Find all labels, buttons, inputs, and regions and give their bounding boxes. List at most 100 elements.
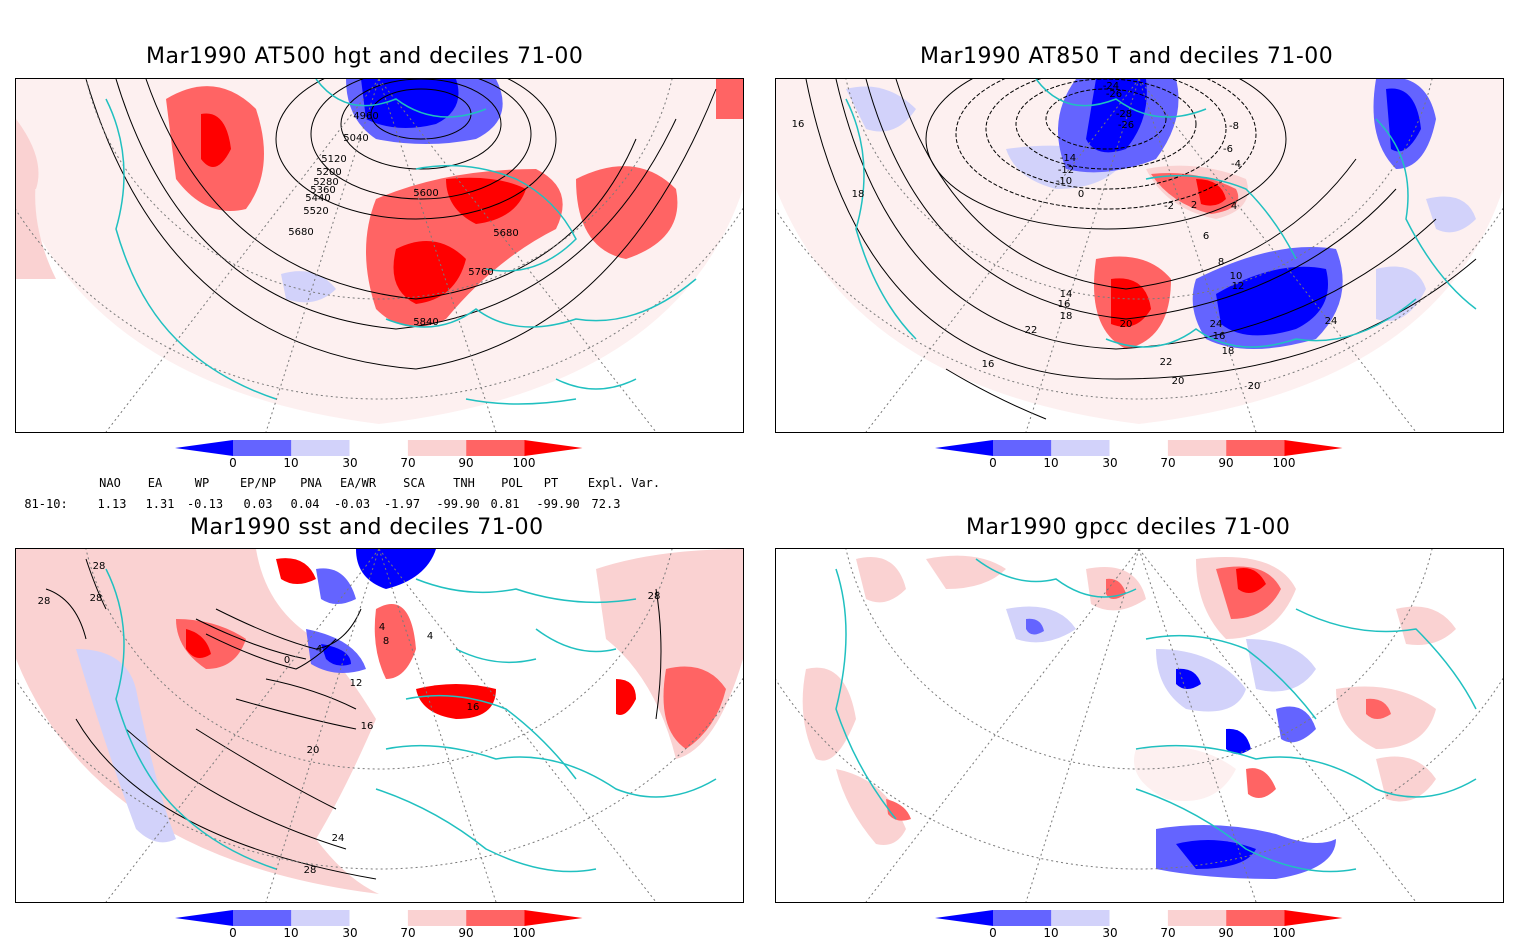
colorbar-swatch [233,910,292,926]
index-value: -99.90 [436,497,480,511]
colorbar-swatch [175,910,233,926]
colorbar-tick: 0 [229,926,237,940]
colorbar-swatch [524,440,583,456]
contour-label: 14 [1060,289,1073,300]
colorbar-tick: 90 [1218,926,1234,940]
teleconnection-indices: NAO EA WP EP/NP PNA EA/WR SCA TNH POL PT… [0,476,760,516]
index-value: 0.81 [490,497,520,511]
colorbar-tick: 0 [229,456,237,470]
contour-label: 5520 [303,206,328,217]
colorbar-hgt: 0 10 30 70 90 100 [175,440,595,480]
index-value: -0.13 [186,497,224,511]
contour-label: 20 [1172,376,1185,387]
colorbar-swatches [175,910,583,926]
contour-label: 20 [307,745,320,756]
colorbar-swatch [1226,910,1285,926]
contour-label: 24 [1325,316,1338,327]
contour-label: 8 [1218,257,1224,268]
contour-label: 16 [1213,331,1226,342]
contour-label: 20 [1248,381,1261,392]
colorbar-tick: 70 [400,926,416,940]
contour-label: 28 [648,591,661,602]
colorbar-tick: 30 [342,926,358,940]
contour-label: -2 [1164,201,1174,212]
map-gpcc [775,548,1504,903]
contour-label: 22 [1160,357,1173,368]
colorbar-sst: 0 10 30 70 90 100 [175,910,595,950]
contour-label: 24 [1210,319,1223,330]
contour-label: 28 [90,593,103,604]
colorbar-swatch [993,440,1052,456]
contour-label: 28 [93,561,106,572]
contour-label: -4 [1231,159,1241,170]
colorbar-swatch [291,910,350,926]
colorbar-tick: 70 [1160,456,1176,470]
colorbar-tick: 10 [283,456,299,470]
contour-label: 0 [1078,189,1084,200]
index-header: PT [543,476,559,490]
colorbar-swatch [349,910,408,926]
colorbar-swatches [935,910,1343,926]
contour-label: 28 [38,596,51,607]
contour-label: 16 [361,721,374,732]
contour-label: -14 [1060,153,1076,164]
contour-label: 5680 [288,227,313,238]
contour-label: 16 [982,359,995,370]
index-header: TNH [453,476,475,490]
colorbar-tick: 10 [1043,926,1059,940]
colorbar-swatch [1167,910,1227,926]
panel-title-gpcc: Mar1990 gpcc deciles 71-00 [966,515,1291,540]
colorbar-swatch [1109,440,1168,456]
colorbar-swatch [466,440,525,456]
contour-label: 5040 [343,133,368,144]
index-header: EP/NP [239,476,277,490]
panel-title-hgt: Mar1990 AT500 hgt and deciles 71-00 [146,44,584,69]
colorbar-swatches [175,440,583,456]
colorbar-swatch [175,440,233,456]
contour-label: 2 [1191,200,1197,211]
map-t850: -24 -26 -28 -26 -14 -12 -10 -8 -6 -4 -2 … [775,78,1504,433]
map-sst: 28 28 28 0 4 4 4 8 12 16 20 24 28 16 28 [15,548,744,903]
contour-label: 0 [284,655,290,666]
colorbar-t850: 0 10 30 70 90 100 [935,440,1355,480]
colorbar-swatch [291,440,350,456]
index-value: 1.13 [97,497,127,511]
contour-label: 12 [350,678,363,689]
contour-label: 5840 [413,317,438,328]
contour-label: 20 [1120,319,1133,330]
contour-label: 22 [1025,325,1038,336]
colorbar-tick: 90 [1218,456,1234,470]
index-header: WP [194,476,210,490]
contour-label: 5440 [305,193,330,204]
index-value: 0.04 [290,497,320,511]
colorbar-swatch [407,440,467,456]
index-header: POL [501,476,523,490]
contour-label: 12 [1232,281,1245,292]
index-header: SCA [403,476,425,490]
colorbar-swatch [1226,440,1285,456]
contour-label: 18 [852,189,865,200]
colorbar-tick: 30 [1102,456,1118,470]
colorbar-swatch [935,440,993,456]
index-header: EA/WR [339,476,377,490]
index-value: 1.31 [145,497,175,511]
colorbar-swatch [993,910,1052,926]
colorbar-tick: 10 [1043,456,1059,470]
colorbar-swatch [1051,910,1110,926]
contour-label: -26 [1118,120,1134,131]
colorbar-swatches [935,440,1343,456]
contour-label: 4 [316,644,322,655]
index-header: EA [147,476,163,490]
colorbar-tick: 90 [458,456,474,470]
contour-label: 5200 [316,167,341,178]
colorbar-tick: 30 [1102,926,1118,940]
colorbar-swatch [524,910,583,926]
colorbar-tick: 100 [512,926,536,940]
colorbar-swatch [349,440,408,456]
contour-label: -26 [1106,89,1122,100]
contour-label: 24 [332,833,345,844]
colorbar-gpcc: 0 10 30 70 90 100 [935,910,1355,950]
colorbar-swatch [935,910,993,926]
contour-label: 5280 [313,177,338,188]
index-header: Expl. Var. [587,476,661,490]
